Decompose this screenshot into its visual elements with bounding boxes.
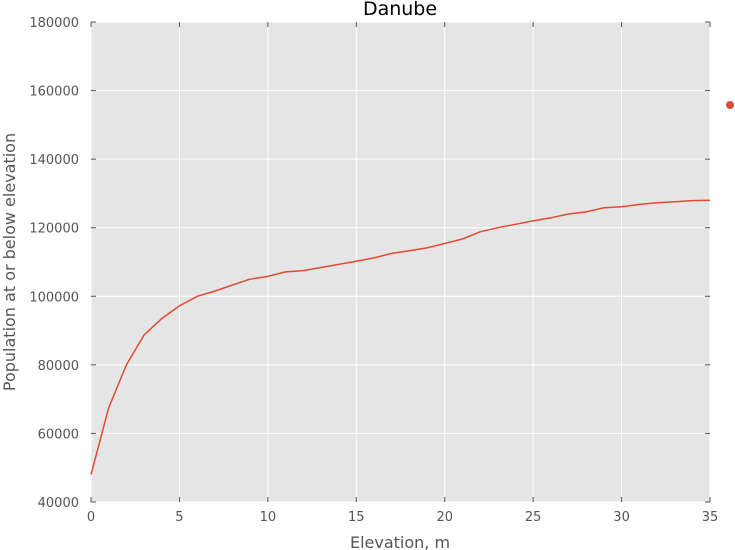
- x-tick-label: 20: [436, 510, 453, 525]
- x-axis-title: Elevation, m: [350, 533, 450, 550]
- chart-title: Danube: [363, 0, 437, 20]
- y-tick-label: 120000: [29, 222, 79, 237]
- legend-marker: [726, 101, 734, 109]
- x-tick-label: 0: [87, 510, 95, 525]
- grid-lines: [90, 21, 711, 503]
- x-tick-label: 30: [613, 510, 630, 525]
- series-line: [90, 199, 711, 475]
- x-tick-label: 35: [702, 510, 719, 525]
- y-tick-label: 80000: [38, 359, 79, 374]
- x-tick-label: 15: [348, 510, 365, 525]
- y-tick-label: 140000: [29, 153, 79, 168]
- x-tick-label: 25: [525, 510, 542, 525]
- y-tick-label: 40000: [38, 496, 79, 511]
- y-axis-title: Population at or below elevation: [0, 133, 19, 391]
- x-tick-labels: 0 5 10 15 20 25 30 35: [87, 510, 718, 525]
- y-tick-label: 180000: [29, 16, 79, 31]
- plot-area: [91, 22, 710, 502]
- x-tick-label: 10: [260, 510, 277, 525]
- y-tick-labels: 40000 60000 80000 100000 120000 140000 160000 1…: [29, 16, 79, 511]
- tick-marks: [90, 21, 711, 503]
- y-tick-label: 100000: [29, 290, 79, 305]
- y-tick-label: 60000: [38, 427, 79, 442]
- x-tick-label: 5: [175, 510, 183, 525]
- y-tick-label: 160000: [29, 85, 79, 100]
